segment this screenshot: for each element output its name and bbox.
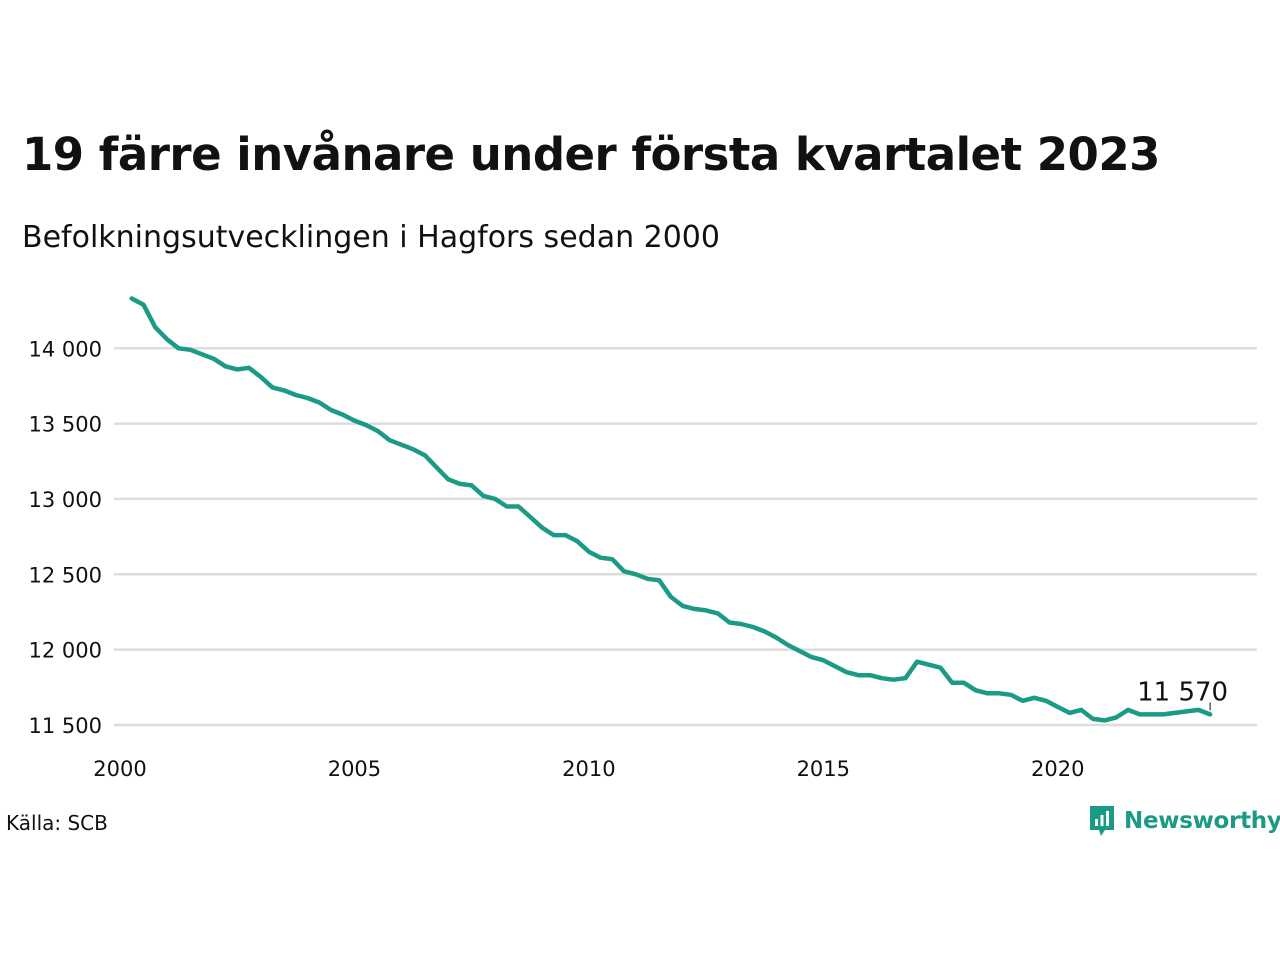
y-tick-label: 13 500 bbox=[29, 413, 102, 437]
series-layer bbox=[129, 296, 1213, 723]
newsworthy-logo-icon bbox=[1090, 806, 1114, 836]
source-note: Källa: SCB bbox=[6, 811, 108, 835]
y-tick-label: 12 500 bbox=[29, 563, 102, 587]
y-tick-label: 14 000 bbox=[29, 337, 102, 361]
chart-subtitle: Befolkningsutvecklingen i Hagfors sedan … bbox=[22, 220, 720, 255]
y-axis-tick-labels: 11 500 12 000 12 500 13 000 13 500 14 000 bbox=[29, 337, 102, 738]
x-tick-label: 2015 bbox=[797, 757, 850, 781]
x-tick-label: 2020 bbox=[1031, 757, 1084, 781]
x-tick-label: 2010 bbox=[562, 757, 615, 781]
series-line bbox=[129, 296, 1213, 723]
x-tick-label: 2000 bbox=[93, 757, 146, 781]
y-tick-label: 12 000 bbox=[29, 639, 102, 663]
x-axis-tick-labels: 2000 2005 2010 2015 2020 bbox=[93, 757, 1084, 781]
brand-name: Newsworthy bbox=[1124, 808, 1280, 834]
end-label-layer: 11 570 bbox=[1137, 677, 1228, 711]
end-value-label: 11 570 bbox=[1137, 677, 1228, 707]
grid-lines bbox=[114, 347, 1257, 727]
y-tick-label: 13 000 bbox=[29, 488, 102, 512]
brand-logo: Newsworthy bbox=[1088, 804, 1280, 838]
chart-title: 19 färre invånare under första kvartalet… bbox=[22, 128, 1161, 181]
y-tick-label: 11 500 bbox=[29, 714, 102, 738]
x-tick-label: 2005 bbox=[328, 757, 381, 781]
